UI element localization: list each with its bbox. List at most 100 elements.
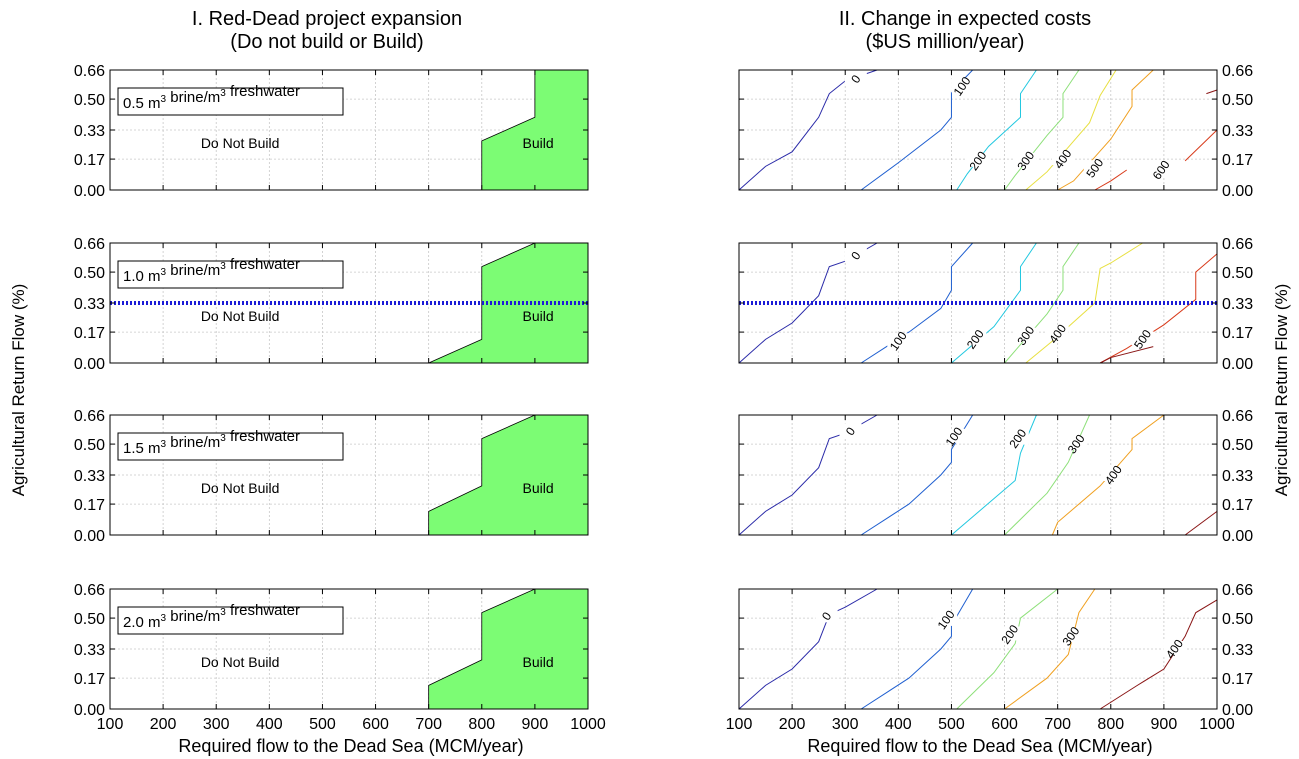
y-tick-label: 0.50 xyxy=(1222,92,1253,109)
contour-label: 200 xyxy=(967,148,990,173)
contour-label: 300 xyxy=(1065,432,1088,457)
right-y-axis-label: Agricultural Return Flow (%) xyxy=(1272,284,1291,497)
contour-line-400 xyxy=(1099,599,1218,710)
contour-label-bg xyxy=(951,78,974,93)
y-tick-label: 0.66 xyxy=(1222,236,1253,253)
x-tick-label: 900 xyxy=(1151,716,1178,733)
x-tick-label: 800 xyxy=(1097,716,1124,733)
y-tick-label: 0.66 xyxy=(1222,408,1253,425)
x-tick-label: 500 xyxy=(309,716,336,733)
plot-frame xyxy=(738,414,1218,536)
contour-label: 100 xyxy=(887,329,910,354)
build-label: Build xyxy=(523,480,554,496)
panel-I-4: Do Not Build Build 2.0 m3 brine/m3 freshwa… xyxy=(74,582,606,756)
contour-line-700 xyxy=(1206,89,1218,95)
build-region xyxy=(428,242,589,364)
y-tick-label: 0.33 xyxy=(74,123,105,140)
contour-label: 100 xyxy=(943,424,966,449)
annotation-box xyxy=(117,87,344,116)
contour-label-bg xyxy=(1131,331,1154,346)
annotation-box xyxy=(117,606,344,635)
y-tick-label: 0.50 xyxy=(74,265,105,282)
y-tick-label: 0.50 xyxy=(74,92,105,109)
contour-label-bg xyxy=(1065,436,1088,451)
y-tick-label: 0.50 xyxy=(1222,437,1253,454)
y-tick-label: 0.66 xyxy=(1222,582,1253,599)
y-tick-label: 0.50 xyxy=(74,437,105,454)
contour-label: 300 xyxy=(1059,624,1082,649)
y-tick-label: 0.00 xyxy=(1222,183,1253,200)
panel-I-3: Do Not Build Build 1.5 m3 brine/m3 freshwa… xyxy=(74,408,589,545)
y-tick-label: 0.17 xyxy=(1222,325,1253,342)
contour-line-500 xyxy=(1057,69,1154,191)
plot-frame xyxy=(738,588,1218,710)
contour-line-600 xyxy=(1094,169,1127,191)
y-tick-label: 0.17 xyxy=(74,671,105,688)
build-region xyxy=(481,69,589,191)
left-y-axis-label: Agricultural Return Flow (%) xyxy=(9,284,28,497)
y-tick-label: 0.17 xyxy=(1222,152,1253,169)
y-tick-label: 0.66 xyxy=(74,63,105,80)
x-tick-label: 700 xyxy=(1044,716,1071,733)
contour-label-bg xyxy=(1163,641,1186,655)
y-tick-label: 0.33 xyxy=(1222,296,1253,313)
do-not-build-label: Do Not Build xyxy=(201,654,280,670)
contour-label: 400 xyxy=(1051,147,1074,172)
y-tick-label: 0.50 xyxy=(74,611,105,628)
y-tick-label: 0.66 xyxy=(74,582,105,599)
x-tick-label: 300 xyxy=(832,716,859,733)
contour-line-300 xyxy=(1004,69,1080,191)
contour-label: 100 xyxy=(935,607,958,632)
contour-label-bg xyxy=(1150,162,1173,176)
contour-label: 500 xyxy=(1131,327,1154,352)
contour-label-bg xyxy=(815,608,838,623)
contour-label-bg xyxy=(1051,151,1074,166)
contour-label: 200 xyxy=(964,327,987,352)
x-tick-label: 100 xyxy=(97,716,124,733)
y-tick-label: 0.17 xyxy=(74,497,105,514)
build-region xyxy=(428,588,589,710)
annotation-box xyxy=(117,260,344,289)
x-tick-label: 100 xyxy=(726,716,753,733)
x-tick-label: 900 xyxy=(522,716,549,733)
contour-label-bg xyxy=(998,626,1021,641)
contour-label-bg xyxy=(844,71,867,86)
contour-label: 200 xyxy=(1006,426,1029,451)
y-tick-label: 0.50 xyxy=(1222,265,1253,282)
y-tick-label: 0.66 xyxy=(1222,63,1253,80)
contour-label-bg xyxy=(1014,152,1037,167)
y-tick-label: 0.00 xyxy=(1222,702,1253,719)
y-tick-label: 0.50 xyxy=(1222,611,1253,628)
y-tick-label: 0.00 xyxy=(74,356,105,373)
contour-line-500 xyxy=(1099,253,1218,364)
contour-line-600 xyxy=(1184,129,1218,162)
x-tick-label: 600 xyxy=(362,716,389,733)
contour-label: 200 xyxy=(998,622,1021,647)
contour-line-700 xyxy=(1184,510,1218,536)
contour-label-bg xyxy=(1006,430,1029,445)
x-tick-label: 800 xyxy=(468,716,495,733)
x-tick-label: 300 xyxy=(203,716,230,733)
do-not-build-label: Do Not Build xyxy=(201,480,280,496)
contour-label-bg xyxy=(839,423,862,438)
contour-label-bg xyxy=(887,333,910,348)
y-tick-label: 0.33 xyxy=(74,468,105,485)
contour-label-bg xyxy=(844,247,867,262)
contour-label-bg xyxy=(967,152,989,167)
annotation-text: 1.0 m3 brine/m3 freshwater xyxy=(123,256,300,285)
y-tick-label: 0.17 xyxy=(1222,671,1253,688)
x-tick-label: 1000 xyxy=(1199,716,1235,733)
y-tick-label: 0.33 xyxy=(1222,123,1253,140)
contour-label-bg xyxy=(1059,628,1082,643)
annotation-box xyxy=(117,432,344,461)
x-tick-label: 400 xyxy=(256,716,283,733)
x-tick-label: 200 xyxy=(779,716,806,733)
do-not-build-label: Do Not Build xyxy=(201,135,280,151)
y-tick-label: 0.33 xyxy=(1222,642,1253,659)
annotation-text: 0.5 m3 brine/m3 freshwater xyxy=(123,83,300,112)
